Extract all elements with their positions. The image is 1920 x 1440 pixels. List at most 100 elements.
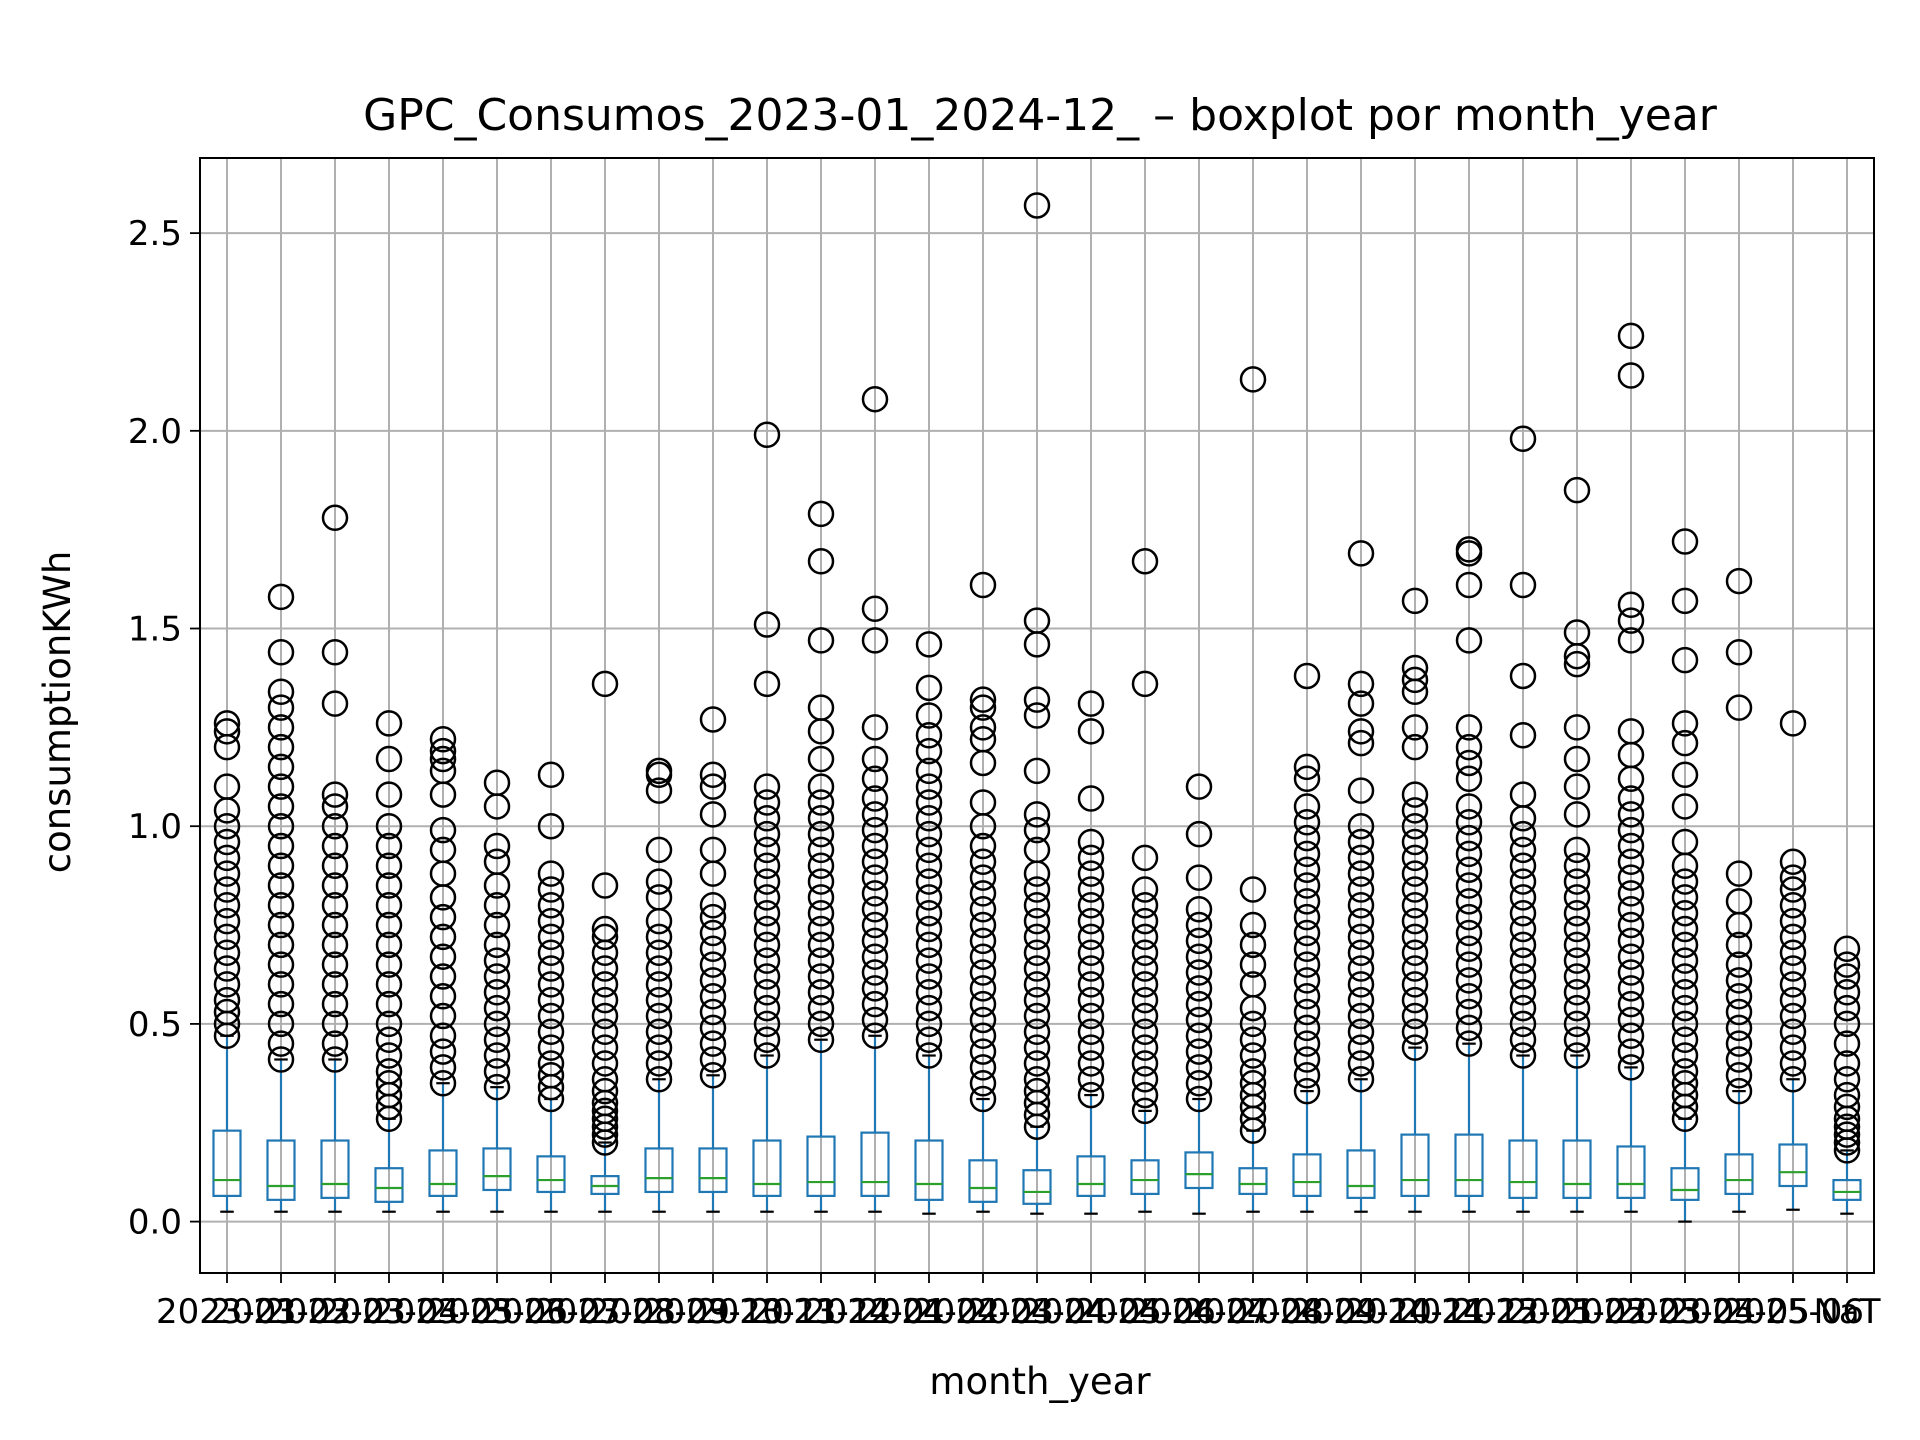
outlier-point <box>213 773 241 800</box>
outlier-point <box>915 994 943 1022</box>
outlier-point <box>1725 967 1753 994</box>
plot-frame <box>199 157 1875 1274</box>
outlier-point <box>1401 971 1429 998</box>
outlier-point <box>429 1054 457 1081</box>
outlier-point <box>1617 895 1645 923</box>
outlier-point <box>915 836 943 864</box>
outlier-point <box>915 805 943 832</box>
outlier-point <box>267 638 295 666</box>
outlier-point <box>321 781 349 808</box>
outlier-point <box>1617 322 1645 350</box>
outlier-point <box>1293 1030 1321 1057</box>
outlier-point <box>1131 986 1159 1014</box>
outlier-point <box>1725 1046 1753 1073</box>
outlier-point <box>1239 1010 1267 1038</box>
x-tick-label: 2023-10 <box>642 1292 784 1332</box>
outlier-point <box>753 1010 781 1038</box>
outlier-point <box>807 899 835 927</box>
x-tick-label: 2024-02 <box>858 1292 1000 1332</box>
outlier-point <box>1131 670 1159 698</box>
outlier-point <box>1509 994 1537 1022</box>
outlier-point <box>213 812 241 840</box>
outlier-point <box>213 828 241 856</box>
outlier-point <box>807 500 835 528</box>
outlier-point <box>1779 892 1807 919</box>
outlier-point <box>1185 990 1213 1018</box>
box-group <box>1400 1046 1430 1213</box>
outlier-point <box>321 892 349 919</box>
outlier-point <box>1833 1093 1861 1121</box>
outlier-point <box>1131 844 1159 872</box>
outlier-point <box>807 773 835 800</box>
y-tick-label: 1.5 <box>128 610 182 650</box>
outlier-point <box>1401 1018 1429 1046</box>
outlier-point <box>1455 967 1483 994</box>
outlier-point <box>483 892 511 919</box>
outlier-point <box>1455 998 1483 1026</box>
outlier-point <box>1617 362 1645 389</box>
outlier-point <box>969 1038 997 1065</box>
outlier-point <box>1455 935 1483 963</box>
outlier-point <box>537 1002 565 1030</box>
outlier-point <box>1131 907 1159 935</box>
outlier-point <box>807 1010 835 1038</box>
outlier-point <box>915 722 943 749</box>
outlier-point <box>1131 1002 1159 1030</box>
outlier-point <box>1077 1018 1105 1046</box>
outlier-point <box>915 737 943 765</box>
outlier-point <box>753 1026 781 1053</box>
outlier-point <box>1455 627 1483 654</box>
outlier-point <box>1401 654 1429 682</box>
outlier-point <box>591 1105 619 1133</box>
outlier-point <box>375 1026 403 1053</box>
outlier-point <box>753 773 781 800</box>
outlier-point <box>699 1046 727 1073</box>
outlier-point <box>1293 753 1321 781</box>
iqr-box <box>698 1147 728 1194</box>
outlier-point <box>1347 828 1375 856</box>
outlier-point <box>1347 540 1375 567</box>
outlier-point <box>1185 1054 1213 1081</box>
outlier-point <box>1455 903 1483 931</box>
outlier-point <box>321 971 349 998</box>
outlier-point <box>861 1022 889 1050</box>
outlier-point <box>1779 955 1807 982</box>
outlier-point <box>1077 923 1105 951</box>
outlier-point <box>1131 1081 1159 1109</box>
outlier-point <box>1293 1014 1321 1042</box>
outlier-point <box>1077 1002 1105 1030</box>
outlier-point <box>645 923 673 951</box>
outlier-point <box>1347 1002 1375 1030</box>
outlier-point <box>1725 1014 1753 1042</box>
outlier-point <box>1455 840 1483 868</box>
outlier-point <box>1563 931 1591 959</box>
outlier-point <box>1401 986 1429 1014</box>
outlier-point <box>1185 820 1213 848</box>
outlier-point <box>1617 880 1645 907</box>
outlier-point <box>1293 793 1321 820</box>
outlier-point <box>861 959 889 986</box>
outlier-point <box>699 892 727 919</box>
outlier-point <box>1833 1113 1861 1140</box>
outlier-point <box>483 994 511 1022</box>
outlier-point <box>969 1054 997 1081</box>
outlier-point <box>1509 425 1537 452</box>
outlier-point <box>1347 860 1375 887</box>
outlier-point <box>753 884 781 911</box>
outlier-point <box>1239 911 1267 939</box>
outlier-point <box>537 812 565 840</box>
outlier-point <box>375 931 403 959</box>
outlier-point <box>969 911 997 939</box>
box-group <box>698 1074 728 1213</box>
outlier-point <box>1077 971 1105 998</box>
outlier-point <box>915 852 943 879</box>
outlier-point <box>1617 591 1645 619</box>
box-group <box>320 1058 350 1213</box>
outlier-point <box>1779 864 1807 891</box>
outlier-point <box>1563 650 1591 678</box>
outlier-point <box>861 848 889 876</box>
outlier-point <box>1293 662 1321 690</box>
outlier-point <box>699 761 727 789</box>
x-tick-label: 2024-01 <box>804 1292 946 1332</box>
outlier-point <box>1401 955 1429 982</box>
